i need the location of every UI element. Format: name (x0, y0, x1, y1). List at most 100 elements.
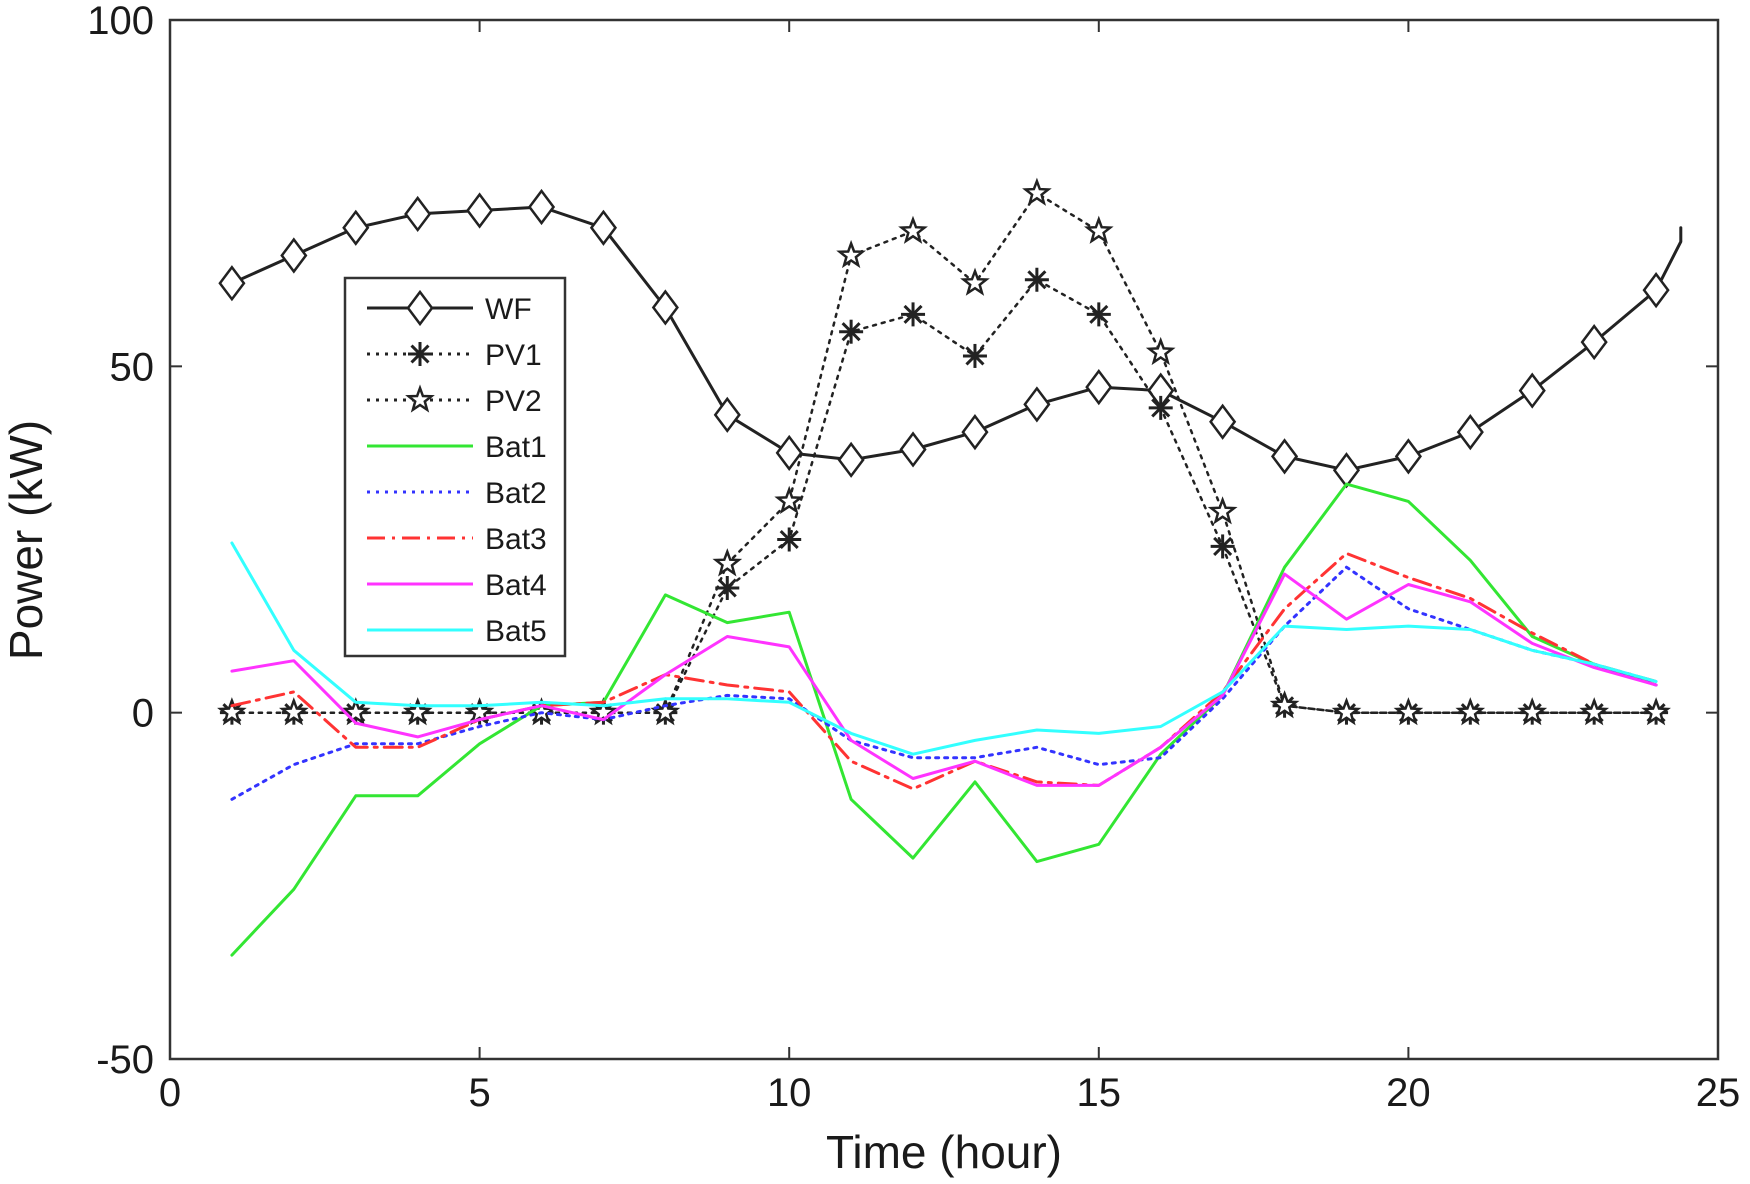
series-line-bat4 (230, 572, 1658, 787)
data-point-pv2 (1145, 336, 1176, 366)
legend-item-bat1: Bat1 (367, 431, 547, 464)
legend-box (343, 276, 567, 658)
data-point-pv2 (1579, 697, 1610, 726)
series-bat1 (230, 482, 1658, 957)
series-bat4 (230, 572, 1658, 787)
data-point-wf (1456, 414, 1484, 451)
legend-label-bat4: Bat4 (485, 569, 547, 602)
legend-label-wf: WF (485, 293, 532, 326)
data-point-pv2 (712, 548, 743, 577)
data-point-wf (713, 396, 741, 433)
series-line-bat3 (230, 551, 1658, 791)
data-point-pv1 (1148, 395, 1173, 420)
data-point-wf (342, 209, 370, 246)
legend-marker-pv1 (408, 342, 432, 366)
data-point-wf (837, 441, 865, 478)
data-point-pv2 (1022, 177, 1052, 206)
data-point-pv1 (1210, 534, 1235, 559)
data-point-pv1 (777, 527, 802, 552)
data-point-wf (466, 192, 494, 229)
y-tick-label: 50 (110, 345, 155, 389)
data-point-wf (651, 289, 679, 326)
data-point-wf (589, 209, 618, 246)
data-point-wf (1023, 386, 1051, 423)
data-point-pv2 (1393, 697, 1424, 726)
data-point-wf (1580, 324, 1608, 361)
plot-frame (168, 18, 1720, 1061)
y-tick-label: 0 (132, 692, 154, 736)
data-point-pv2 (1517, 697, 1548, 726)
data-point-pv2 (217, 697, 247, 726)
series-line-bat2 (230, 565, 1658, 801)
legend-label-bat3: Bat3 (485, 523, 547, 556)
data-point-pv1 (1086, 302, 1111, 327)
data-point-wf (404, 195, 432, 233)
legend-item-bat4: Bat4 (367, 569, 547, 602)
data-point-wf (961, 414, 989, 451)
legend-item-bat2: Bat2 (367, 477, 547, 510)
data-point-pv2 (774, 485, 805, 514)
legend-marker-pv2 (405, 384, 435, 413)
series-bat2 (230, 565, 1658, 801)
x-tick-label: 5 (468, 1071, 490, 1115)
data-point-wf (1209, 403, 1237, 440)
y-tick-label: 100 (87, 0, 154, 43)
data-point-wf (280, 237, 308, 274)
x-tick-label: 20 (1386, 1071, 1431, 1115)
x-tick-label: 10 (767, 1071, 812, 1115)
series-bat3 (230, 551, 1658, 791)
legend-label-bat2: Bat2 (485, 477, 547, 510)
series-line-pv2 (230, 191, 1658, 714)
data-point-wf (1085, 369, 1113, 406)
data-point-pv2 (898, 215, 928, 244)
data-point-pv2 (1331, 697, 1362, 726)
x-tick-label: 0 (159, 1071, 181, 1115)
legend-item-bat5: Bat5 (367, 615, 547, 648)
legend-label-bat1: Bat1 (485, 431, 547, 464)
legend-item-pv2: PV2 (367, 384, 542, 418)
legend-label-pv1: PV1 (485, 339, 542, 372)
x-axis-title: Time (hour) (826, 1126, 1062, 1178)
series-wf (218, 188, 1683, 489)
legend-item-pv1: PV1 (367, 339, 542, 372)
plot-lines (217, 177, 1683, 957)
legend-item-wf: WF (367, 289, 532, 327)
data-point-wf (527, 188, 556, 226)
data-point-wf (1518, 372, 1546, 409)
data-point-pv2 (464, 697, 495, 726)
legend-marker-wf (406, 289, 434, 327)
y-tick-label: -50 (96, 1038, 154, 1082)
data-point-pv2 (1641, 697, 1671, 726)
data-point-pv2 (1269, 690, 1300, 719)
legend: WF PV1 PV2 Bat1 Bat2 Bat3 Bat4 Bat5 (343, 276, 567, 658)
y-axis-title: Power (kW) (0, 420, 52, 660)
legend-label-bat5: Bat5 (485, 615, 547, 648)
data-point-pv2 (960, 267, 990, 296)
series-line-bat1 (230, 482, 1658, 957)
series-pv2 (217, 177, 1671, 726)
data-point-pv1 (901, 302, 926, 327)
series-line-bat5 (230, 541, 1658, 756)
x-tick-label: 25 (1696, 1071, 1741, 1115)
data-point-pv2 (836, 239, 866, 269)
data-point-pv2 (402, 697, 433, 726)
legend-label-pv2: PV2 (485, 385, 542, 418)
series-bat5 (230, 541, 1658, 756)
data-point-pv2 (588, 697, 619, 726)
data-point-pv1 (962, 343, 987, 368)
data-point-wf (218, 265, 246, 302)
data-point-pv1 (715, 575, 740, 600)
data-point-wf (899, 431, 927, 468)
data-point-wf (1642, 272, 1670, 309)
data-point-wf (775, 434, 803, 471)
data-point-pv1 (1024, 267, 1049, 292)
x-tick-label: 15 (1077, 1071, 1122, 1115)
data-point-pv1 (839, 319, 864, 344)
data-point-pv2 (1207, 496, 1238, 525)
data-point-pv2 (1083, 215, 1114, 244)
legend-item-bat3: Bat3 (367, 523, 547, 556)
